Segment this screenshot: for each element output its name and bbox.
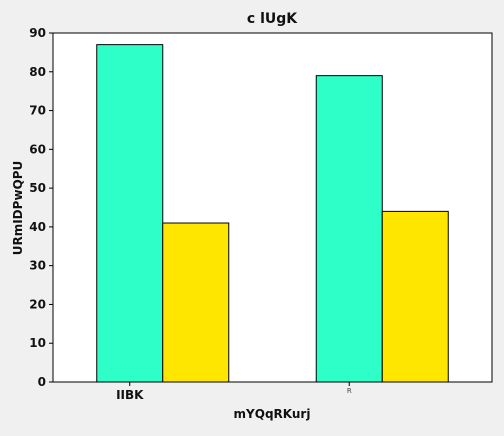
bar-series2-1 — [162, 222, 230, 383]
x-tick-label: IIBK — [116, 388, 144, 402]
bar-series1-1 — [96, 44, 164, 383]
y-tick-label: 50 — [29, 181, 46, 195]
y-tick-label: 30 — [29, 259, 46, 273]
y-tick-label: 90 — [29, 26, 46, 40]
y-tick-label: 40 — [29, 220, 46, 234]
y-axis: 0 10 20 30 40 50 60 70 80 90 — [29, 26, 53, 389]
y-axis-label: URmIDPwQPU — [11, 161, 25, 256]
y-tick-label: 60 — [29, 142, 46, 156]
bar-series1-2 — [315, 75, 383, 383]
plot-frame — [52, 32, 493, 383]
bar-series2-2 — [381, 210, 449, 383]
y-tick-label: 20 — [29, 297, 46, 311]
x-axis: IIBK R — [116, 382, 352, 402]
y-tick-label: 70 — [29, 104, 46, 118]
y-tick-label: 10 — [29, 336, 46, 350]
x-tick-label: R — [347, 387, 352, 395]
x-axis-label: mYQqRKurj — [234, 407, 311, 421]
y-tick-label: 0 — [38, 375, 46, 389]
bars-group — [96, 44, 449, 383]
chart-title: c lUgK — [247, 11, 298, 27]
y-tick-label: 80 — [29, 65, 46, 79]
